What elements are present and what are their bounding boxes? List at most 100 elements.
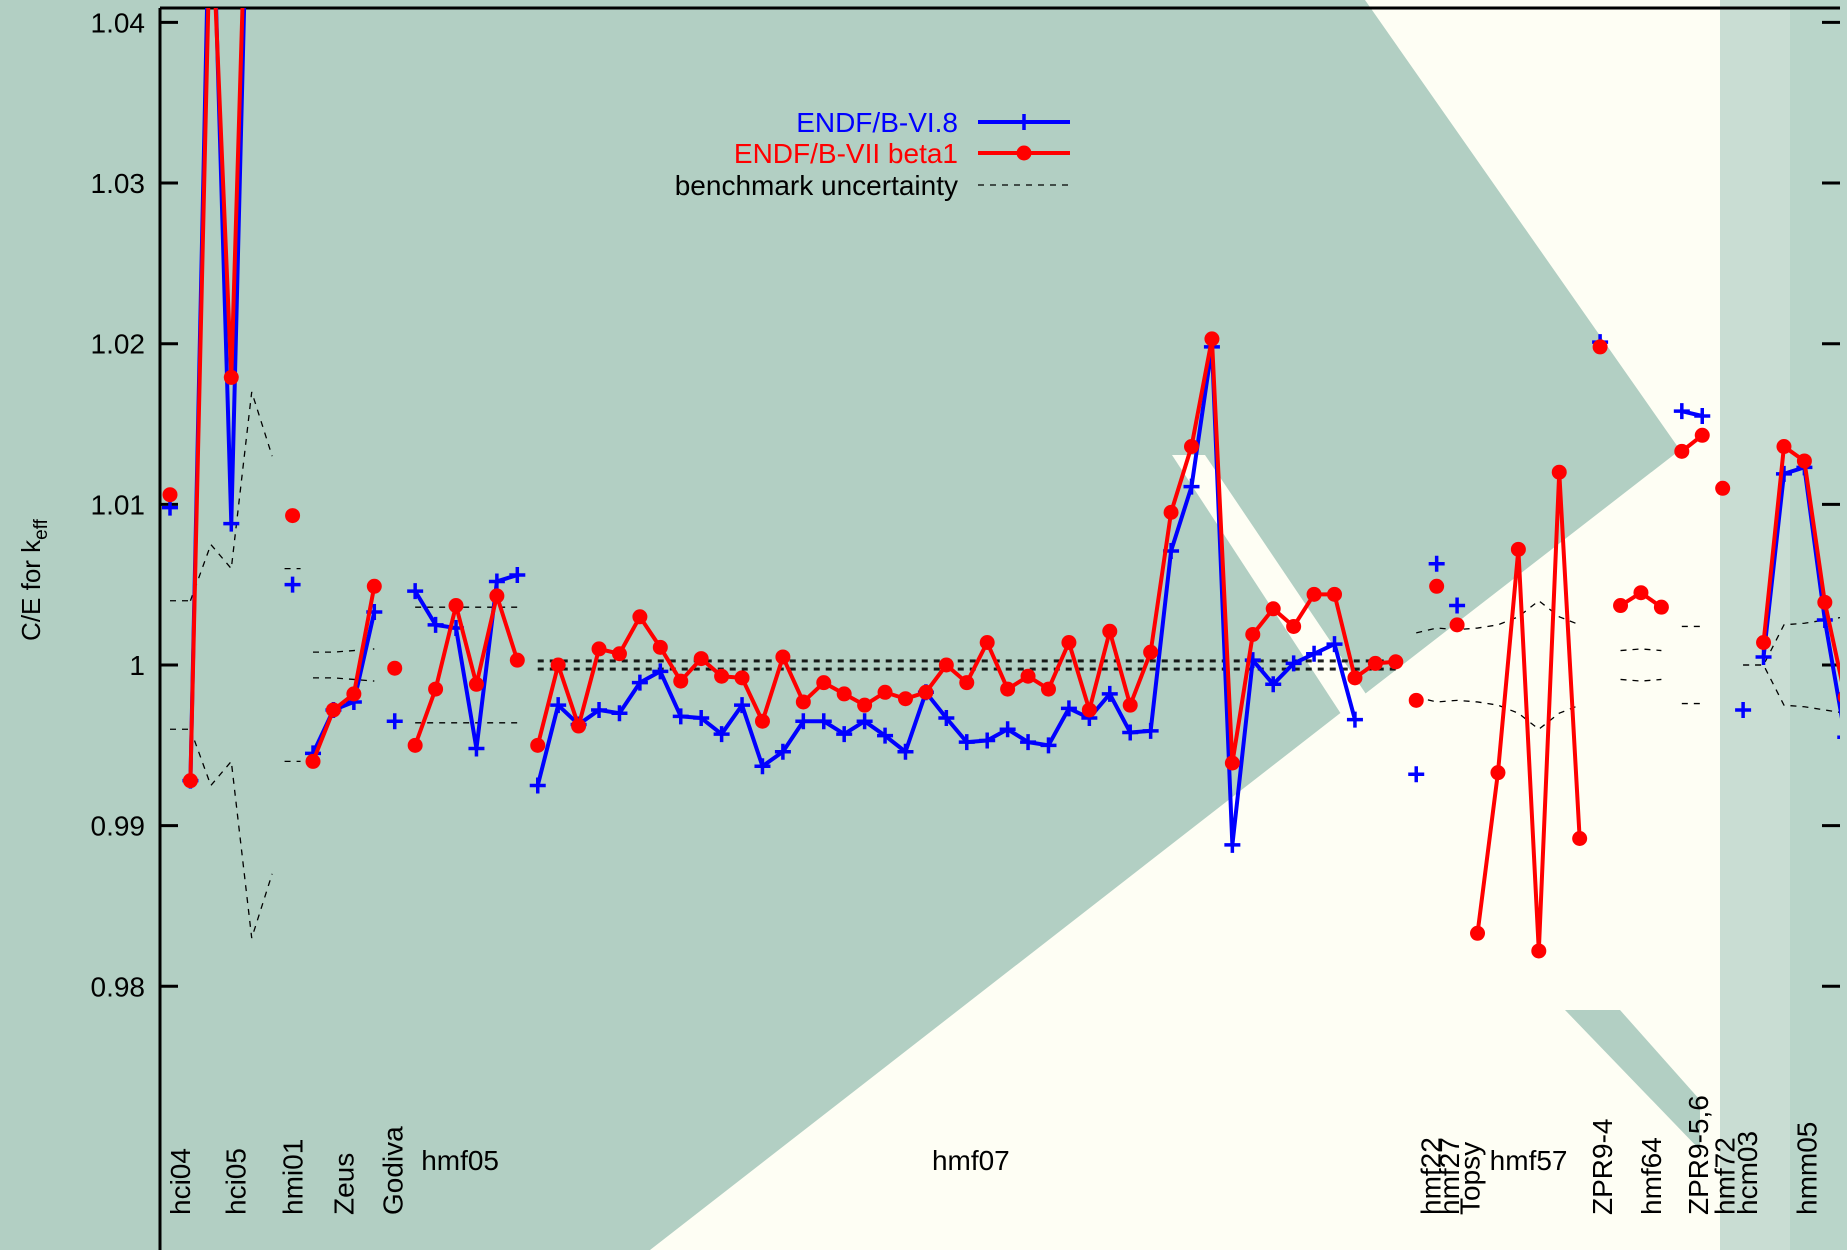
data-point xyxy=(979,732,996,749)
data-point xyxy=(897,691,913,707)
data-point xyxy=(530,737,546,753)
data-point xyxy=(346,686,362,702)
data-point xyxy=(1551,464,1567,480)
data-point xyxy=(1204,331,1220,347)
data-point xyxy=(877,684,893,700)
data-point xyxy=(162,499,178,516)
data-point xyxy=(509,652,525,668)
group-label: hmm05 xyxy=(1791,1122,1822,1215)
data-point xyxy=(815,713,832,730)
data-point xyxy=(877,727,894,744)
data-point xyxy=(1408,766,1425,783)
data-point xyxy=(1143,644,1159,660)
data-point xyxy=(428,681,444,697)
data-point xyxy=(1285,655,1302,672)
data-point xyxy=(1122,724,1139,741)
data-point xyxy=(1837,735,1840,740)
data-point xyxy=(1346,711,1363,728)
y-tick-label: 1.04 xyxy=(91,7,146,38)
data-point xyxy=(386,713,403,730)
data-point xyxy=(1020,668,1036,684)
data-point xyxy=(1306,645,1323,662)
data-point xyxy=(734,670,750,686)
uncertainty-upper xyxy=(189,391,273,601)
data-point xyxy=(652,663,669,680)
data-point xyxy=(1306,586,1322,602)
data-point xyxy=(223,515,240,532)
data-point xyxy=(1327,586,1343,602)
data-point xyxy=(1388,654,1404,670)
benchmark-group-labels: hci04 hci05 hmi01 Zeus Godiva hmf05 hmf07 hmf22… xyxy=(165,1095,1822,1215)
data-point xyxy=(407,583,424,600)
uncertainty-lower xyxy=(1743,664,1840,714)
data-point xyxy=(1040,681,1056,697)
data-point xyxy=(1673,403,1690,420)
legend-marker xyxy=(1016,145,1032,161)
data-point xyxy=(775,649,791,665)
data-point xyxy=(325,702,341,718)
data-point xyxy=(1101,685,1118,702)
data-point xyxy=(714,668,730,684)
data-point xyxy=(468,740,485,757)
data-point xyxy=(1817,594,1833,610)
data-point xyxy=(550,657,566,673)
data-point xyxy=(897,743,914,760)
data-point xyxy=(1060,700,1077,717)
data-point xyxy=(1163,504,1179,520)
data-point xyxy=(754,713,770,729)
data-point xyxy=(816,675,832,691)
group-label: ZPR9-4 xyxy=(1587,1119,1618,1215)
data-point xyxy=(836,686,852,702)
data-point xyxy=(1347,670,1363,686)
data-point xyxy=(754,758,771,775)
data-point xyxy=(632,609,648,625)
y-tick-label: 1.02 xyxy=(91,329,146,360)
group-label: hmf64 xyxy=(1636,1137,1667,1215)
data-point xyxy=(571,718,587,734)
data-series xyxy=(162,8,1840,959)
legend-label: ENDF/B-VII beta1 xyxy=(734,138,958,169)
data-point xyxy=(489,588,505,604)
y-axis-title: C/E for keff xyxy=(16,518,52,641)
data-point xyxy=(1224,755,1240,771)
data-point xyxy=(1694,427,1710,443)
data-point xyxy=(448,598,464,614)
data-point xyxy=(673,673,689,689)
data-point xyxy=(1735,701,1752,718)
series-line xyxy=(413,593,520,747)
legend-label: ENDF/B-VI.8 xyxy=(796,107,958,138)
data-point xyxy=(1224,836,1241,853)
data-point xyxy=(1796,453,1812,469)
data-point xyxy=(468,676,484,692)
data-point xyxy=(1429,578,1445,594)
data-point xyxy=(836,726,853,743)
group-label: hmf05 xyxy=(421,1145,499,1176)
group-label: hmf72 xyxy=(1710,1137,1741,1215)
y-axis-title-main: C/E for k xyxy=(16,539,46,641)
data-point xyxy=(162,487,178,503)
uncertainty-lower xyxy=(313,677,375,682)
data-point xyxy=(1040,737,1057,754)
data-point xyxy=(857,697,873,713)
data-point xyxy=(979,635,995,651)
data-point xyxy=(1265,676,1282,693)
data-point xyxy=(366,578,382,594)
y-tick-label: 1.01 xyxy=(91,489,146,520)
data-point xyxy=(611,705,628,722)
data-point xyxy=(1142,722,1159,739)
data-point xyxy=(652,639,668,655)
data-point xyxy=(1000,681,1016,697)
data-point xyxy=(693,651,709,667)
svg-text:C/E for keff: C/E for keff xyxy=(16,518,52,641)
data-point xyxy=(1122,697,1138,713)
data-point xyxy=(1408,692,1424,708)
data-point xyxy=(529,777,546,794)
data-point xyxy=(1081,702,1097,718)
series-line xyxy=(1475,470,1582,953)
data-point xyxy=(959,675,975,691)
group-label: hmi01 xyxy=(278,1139,309,1215)
data-point xyxy=(918,684,934,700)
uncertainty-lower xyxy=(1416,696,1580,731)
